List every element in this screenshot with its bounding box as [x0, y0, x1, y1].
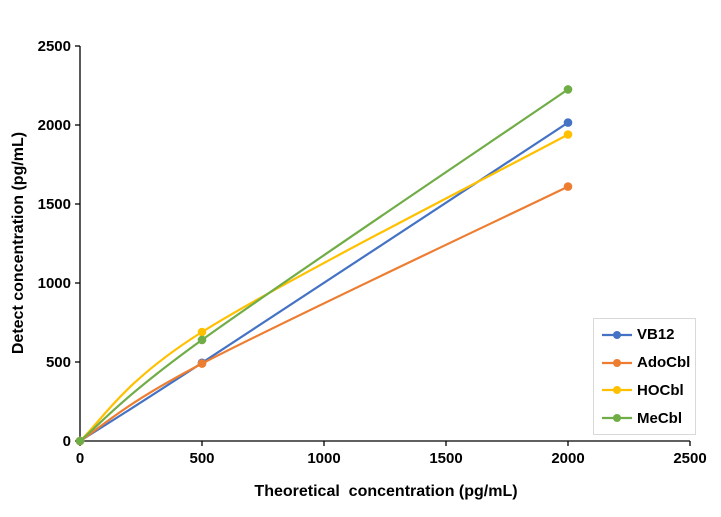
- legend-marker-icon: [602, 386, 632, 395]
- data-point-mecbl: [197, 335, 207, 345]
- data-point-hocbl: [563, 130, 573, 139]
- data-point-mecbl: [563, 85, 573, 94]
- x-axis-title: Theoretical concentration (pg/mL): [254, 483, 518, 500]
- legend-marker-icon: [602, 414, 632, 423]
- series-line-vb12: [78, 121, 570, 443]
- data-point-adocbl: [563, 182, 573, 191]
- y-tick-label: 2000: [38, 117, 71, 134]
- x-tick-label: 1500: [429, 450, 462, 467]
- y-tick-label: 0: [63, 433, 71, 450]
- y-tick-label: 500: [46, 354, 71, 371]
- x-tick-label: 1000: [307, 450, 340, 467]
- y-tick-label: 2500: [38, 38, 71, 55]
- series-line-adocbl: [78, 185, 570, 443]
- series-line-mecbl: [78, 88, 570, 443]
- data-point-vb12: [563, 118, 573, 127]
- legend-item-label: AdoCbl: [637, 354, 691, 372]
- data-point-mecbl: [75, 436, 85, 446]
- legend-item-label: HOCbl: [637, 381, 684, 399]
- legend-item-vb12: VB12: [602, 324, 695, 346]
- legend: VB12 AdoCbl HOCbl MeCbl: [593, 318, 696, 435]
- legend-item-mecbl: MeCbl: [602, 407, 695, 429]
- data-point-adocbl: [197, 359, 207, 368]
- x-tick-label: 2000: [551, 450, 584, 467]
- x-tick-label: 500: [189, 450, 214, 467]
- legend-marker-icon: [602, 358, 632, 367]
- legend-marker-icon: [602, 330, 632, 339]
- legend-item-hocbl: HOCbl: [602, 379, 695, 401]
- legend-item-adocbl: AdoCbl: [602, 352, 695, 374]
- y-tick-label: 1500: [38, 196, 71, 213]
- x-tick-label: 2500: [673, 450, 706, 467]
- series-line-hocbl: [78, 133, 570, 443]
- legend-item-label: VB12: [637, 326, 675, 344]
- legend-item-label: MeCbl: [637, 409, 682, 427]
- y-axis-title: Detect concentration (pg/mL): [10, 131, 27, 355]
- x-tick-label: 0: [76, 450, 84, 467]
- y-tick-label: 1000: [38, 275, 71, 292]
- data-point-hocbl: [197, 327, 207, 337]
